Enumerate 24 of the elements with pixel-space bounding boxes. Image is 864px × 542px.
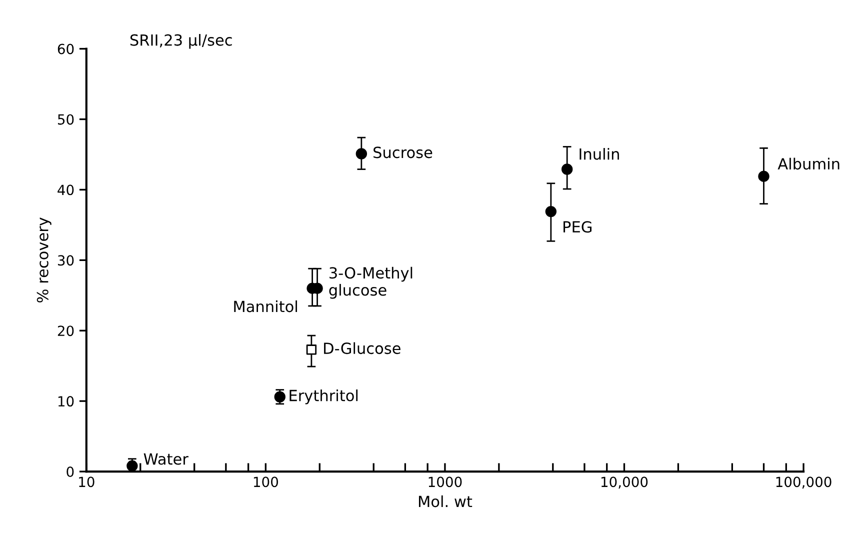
x-tick-label: 10	[79, 476, 94, 488]
annotation: Sucrose	[374, 146, 432, 158]
y-tick-label: 0	[66, 466, 74, 478]
annotation: Erythritol	[290, 389, 358, 404]
annotation: Albumin	[778, 158, 840, 170]
y-tick-label: 20	[58, 326, 74, 336]
annotation: PEG	[564, 221, 592, 233]
x-axis-title: Mol. wt	[418, 495, 472, 508]
x-tick-label: 1000	[428, 476, 462, 488]
annotation: Mannitol	[234, 300, 297, 312]
y-tick-label: 60	[58, 44, 74, 54]
y-tick-label: 40	[58, 184, 74, 196]
y-tick-label: 50	[58, 114, 74, 125]
annotation: 3-O-Methyl glucose	[329, 266, 412, 299]
chart-title: SRII,23 μl/sec	[130, 34, 232, 49]
annotation: D-Glucose	[324, 342, 400, 354]
annotation: Water	[144, 453, 188, 465]
x-tick-label: 100	[254, 476, 278, 488]
annotation: Inulin	[580, 148, 619, 160]
y-tick-label: 10	[58, 396, 74, 407]
x-tick-label: 100,000	[776, 476, 832, 489]
y-axis-title: % recovery	[36, 218, 52, 302]
y-tick-label: 30	[58, 255, 74, 266]
x-tick-label: 10,000	[601, 476, 648, 489]
